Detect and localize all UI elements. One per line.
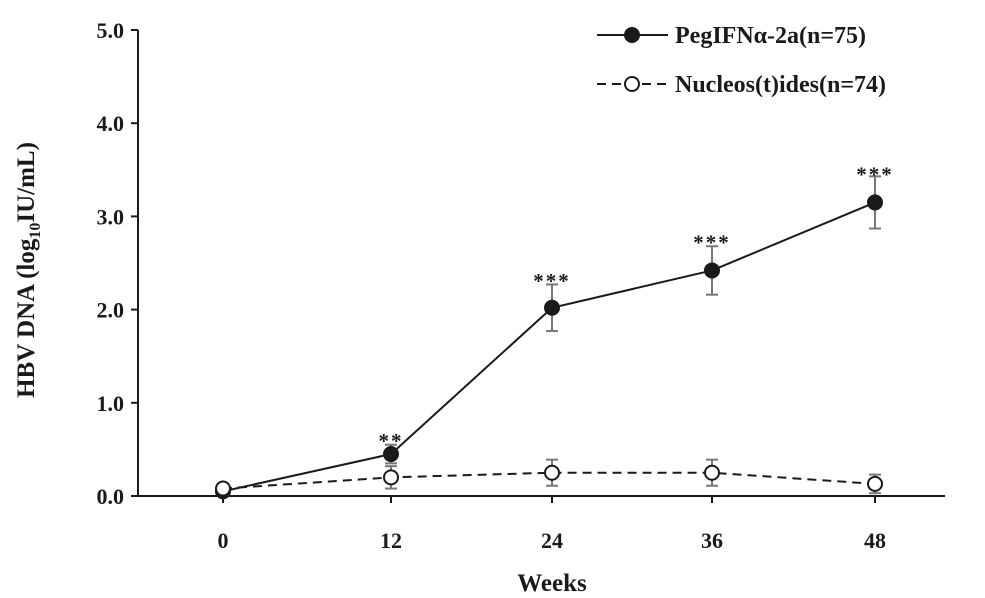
series-line xyxy=(222,471,876,490)
y-tick-label: 3.0 xyxy=(97,204,125,229)
y-axis-title: HBV DNA (log10IU/mL) xyxy=(13,142,44,398)
data-point xyxy=(867,194,883,211)
x-tick-label: 48 xyxy=(864,528,886,553)
y-axis-title-subscript: 10 xyxy=(27,223,44,239)
data-point xyxy=(867,475,883,492)
data-point xyxy=(383,446,399,463)
axes: 0.0 1.0 2.0 3.0 4.0 5.0 0 12 24 36 48 xyxy=(97,18,945,553)
x-tick-label: 12 xyxy=(380,528,402,553)
significance-label: *** xyxy=(693,231,731,255)
x-tick-label: 36 xyxy=(701,528,723,553)
series-pegifn xyxy=(215,175,883,500)
legend-marker xyxy=(624,76,640,92)
data-point xyxy=(383,469,399,486)
x-axis-title: Weeks xyxy=(517,570,587,597)
y-tick-label: 1.0 xyxy=(97,391,125,416)
data-point xyxy=(704,262,720,279)
data-point xyxy=(704,464,720,481)
series-nucleos xyxy=(215,458,883,497)
y-tick-label: 0.0 xyxy=(97,484,125,509)
y-tick-label: 2.0 xyxy=(97,298,125,323)
legend-marker xyxy=(624,27,640,43)
legend-label: Nucleos(t)ides(n=74) xyxy=(675,72,886,98)
y-tick-label: 5.0 xyxy=(97,18,125,43)
data-point xyxy=(215,480,231,497)
data-point xyxy=(544,299,560,316)
legend-label: PegIFNα-2a(n=75) xyxy=(675,23,866,49)
annotations: *********** xyxy=(379,163,894,454)
x-tick-label: 24 xyxy=(541,528,563,553)
series-layer xyxy=(215,175,883,500)
significance-label: *** xyxy=(533,269,571,293)
y-tick-label: 4.0 xyxy=(97,111,125,136)
y-axis-title-main: HBV DNA (log xyxy=(13,238,40,398)
series-line xyxy=(222,201,876,493)
legend: PegIFNα-2a(n=75) Nucleos(t)ides(n=74) xyxy=(597,23,886,98)
significance-label: *** xyxy=(856,163,894,187)
x-tick-label: 0 xyxy=(218,528,229,553)
data-point xyxy=(544,464,560,481)
significance-label: ** xyxy=(379,429,404,453)
y-axis-title-tail: IU/mL) xyxy=(13,142,40,223)
